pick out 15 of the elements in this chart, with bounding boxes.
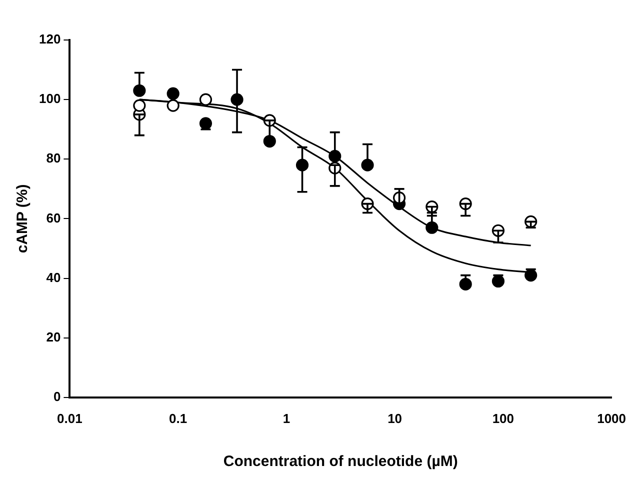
y-tick-label: 40 <box>46 270 61 285</box>
x-tick-label: 10 <box>388 410 402 426</box>
y-tick-label: 60 <box>46 210 61 226</box>
y-tick-label: 100 <box>38 91 61 106</box>
x-tick-label: 100 <box>492 410 514 426</box>
y-tick-label: 80 <box>46 150 61 166</box>
y-tick-label: 20 <box>46 329 61 344</box>
x-axis-title: Concentration of nucleotide (µM) <box>223 453 458 470</box>
x-tick-label: 1 <box>282 410 290 426</box>
x-tick-label: 0.01 <box>57 410 82 426</box>
y-axis-title: cAMP (%) <box>14 184 32 254</box>
y-tick-label: 120 <box>38 32 61 47</box>
x-tick-label: 1000 <box>597 410 626 426</box>
x-tick-label: 0.1 <box>169 410 188 426</box>
y-tick-label: 0 <box>53 388 61 404</box>
